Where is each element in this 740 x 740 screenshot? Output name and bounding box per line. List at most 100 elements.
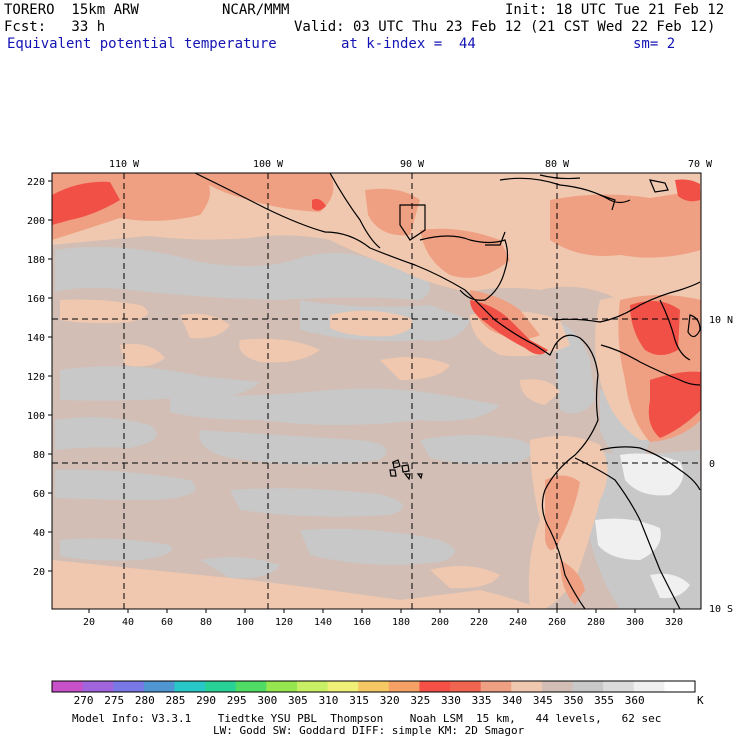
color-bar-label: 325 (410, 694, 431, 707)
level-label: at k-index = 44 (341, 36, 476, 52)
color-bar-swatch (603, 681, 635, 692)
x-tick-label: 280 (587, 617, 605, 628)
y-axis-ticks (48, 180, 52, 572)
x-tick-label: 80 (200, 617, 212, 628)
color-bar-swatch (541, 681, 574, 692)
lat-label-10s: 10 S (709, 604, 733, 615)
x-tick-label: 120 (275, 617, 293, 628)
x-tick-label: 220 (470, 617, 488, 628)
lon-label-80w: 80 W (545, 159, 570, 170)
color-bar-swatch (205, 681, 237, 692)
x-tick-label: 20 (83, 617, 95, 628)
color-bar-label: 310 (318, 694, 339, 707)
color-bar-swatch (480, 681, 512, 692)
x-tick-label: 320 (665, 617, 683, 628)
y-tick-label: 40 (33, 528, 45, 539)
smoothing-label: sm= 2 (633, 36, 676, 52)
longitude-labels: 110 W 100 W 90 W 80 W 70 W (109, 159, 713, 170)
center-label: NCAR/MMM (222, 2, 290, 18)
color-bar-swatch (235, 681, 267, 692)
physics-info-line: LW: Godd SW: Goddard DIFF: simple KM: 2D… (213, 724, 525, 737)
color-bar-swatch (266, 681, 298, 692)
color-bar-swatch (388, 681, 420, 692)
y-tick-labels: 220 200 180 160 140 120 100 80 60 40 20 (27, 177, 45, 578)
y-tick-label: 200 (27, 216, 45, 227)
color-bar-label: 290 (196, 694, 216, 707)
color-bar-label: 270 (73, 694, 94, 707)
map-frame (51, 172, 702, 610)
x-axis-ticks (88, 609, 675, 613)
x-tick-labels: 20 40 60 80 100 120 140 160 180 200 220 … (83, 617, 683, 628)
color-bar-label: 285 (165, 694, 186, 707)
lat-label-10n: 10 N (709, 315, 733, 326)
color-bar-label: 350 (563, 694, 584, 707)
color-bar-swatch (296, 681, 329, 692)
color-bar-swatch (52, 681, 84, 692)
x-tick-label: 140 (314, 617, 332, 628)
color-bar-swatch (664, 681, 696, 692)
grey-patches (55, 246, 701, 609)
lon-label-70w: 70 W (688, 159, 713, 170)
color-bar-swatch (633, 681, 665, 692)
color-bar-swatch (113, 681, 145, 692)
y-tick-label: 60 (33, 489, 45, 500)
y-tick-label: 220 (27, 177, 45, 188)
y-tick-label: 180 (27, 255, 45, 266)
color-bar-label: 355 (594, 694, 615, 707)
forecast-hour: Fcst: 33 h (4, 19, 106, 35)
color-bar-label: 335 (471, 694, 492, 707)
color-bar-swatch (358, 681, 390, 692)
color-bar-frame (51, 680, 696, 693)
model-title: TORERO 15km ARW (4, 2, 139, 18)
x-tick-label: 100 (236, 617, 254, 628)
model-info-line: Model Info: V3.3.1 Tiedtke YSU PBL Thomp… (72, 712, 662, 725)
color-bar-label: 305 (287, 694, 308, 707)
y-tick-label: 120 (27, 372, 45, 383)
y-tick-label: 80 (33, 450, 45, 461)
color-bar-swatch (511, 681, 543, 692)
coastlines (194, 173, 701, 609)
color-bar (52, 681, 696, 692)
color-bar-label: 295 (226, 694, 247, 707)
x-tick-label: 300 (626, 617, 644, 628)
color-bar-label: 280 (134, 694, 155, 707)
color-bar-label: 315 (349, 694, 370, 707)
color-bar-label: 340 (502, 694, 523, 707)
color-bar-label: 300 (257, 694, 278, 707)
x-tick-label: 40 (122, 617, 134, 628)
color-bar-unit: K (697, 694, 704, 707)
lon-label-110w: 110 W (109, 159, 140, 170)
valid-time: Valid: 03 UTC Thu 23 Feb 12 (21 CST Wed … (294, 19, 716, 35)
map-field (52, 173, 701, 609)
white-patches (595, 453, 690, 599)
y-tick-label: 20 (33, 567, 45, 578)
color-bar-label: 275 (104, 694, 125, 707)
x-tick-label: 200 (431, 617, 449, 628)
x-tick-label: 180 (392, 617, 410, 628)
color-bar-label: 320 (379, 694, 400, 707)
init-time: Init: 18 UTC Tue 21 Feb 12 (505, 2, 725, 18)
red-patches (52, 179, 701, 438)
x-tick-label: 260 (548, 617, 566, 628)
lon-label-90w: 90 W (400, 159, 425, 170)
lat-label-0: 0 (709, 459, 715, 470)
color-bar-swatch (174, 681, 206, 692)
x-tick-label: 60 (161, 617, 173, 628)
field-name: Equivalent potential temperature (7, 36, 277, 52)
color-bar-label: 330 (441, 694, 461, 707)
y-tick-label: 140 (27, 333, 45, 344)
color-bar-label: 360 (624, 694, 645, 707)
latitude-labels: 10 N 0 10 S (709, 315, 733, 615)
x-tick-label: 240 (509, 617, 527, 628)
grid-lines (52, 173, 701, 609)
color-bar-swatch (82, 681, 114, 692)
color-bar-swatch (572, 681, 604, 692)
color-bar-swatch (327, 681, 359, 692)
color-bar-swatch (143, 681, 175, 692)
color-bar-label: 345 (532, 694, 553, 707)
y-tick-label: 160 (27, 294, 45, 305)
color-bar-swatch (419, 681, 451, 692)
color-bar-swatch (450, 681, 482, 692)
x-tick-label: 160 (353, 617, 371, 628)
